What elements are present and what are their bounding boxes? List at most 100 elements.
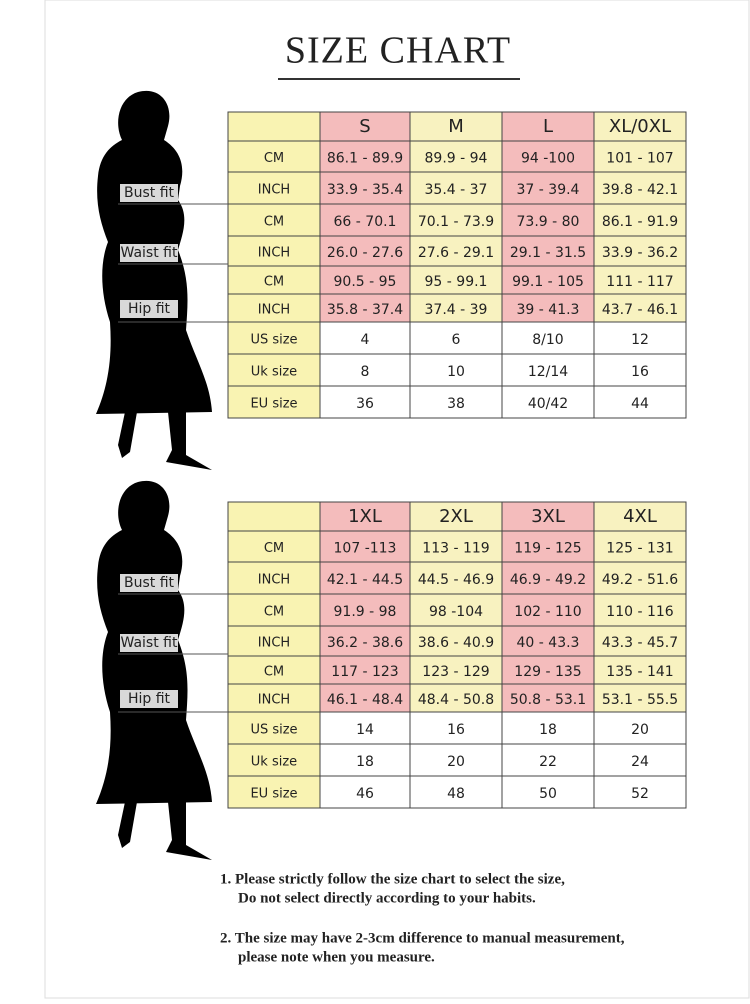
table-cell <box>501 625 595 657</box>
cell-value: 36 <box>356 396 374 412</box>
row-label: CM <box>264 665 284 680</box>
page-border <box>44 0 750 999</box>
table-cell <box>501 561 595 595</box>
cell-value: 35.4 - 37 <box>425 182 488 198</box>
cell-value: 43.7 - 46.1 <box>602 302 678 318</box>
cell-value: 70.1 - 73.9 <box>418 214 494 230</box>
table-cell <box>593 385 687 419</box>
cell-value: 12 <box>631 332 649 348</box>
table-cell <box>227 293 321 323</box>
fit-label-bg <box>120 634 178 652</box>
cell-value: 98 -104 <box>429 604 483 620</box>
table-cell <box>409 743 503 777</box>
note-line: Do not select directly according to your… <box>238 890 536 906</box>
cell-value: 49.2 - 51.6 <box>602 572 678 588</box>
row-label: CM <box>264 275 284 290</box>
table-cell <box>319 711 411 745</box>
fit-label-bg <box>120 690 178 708</box>
cell-value: 12/14 <box>528 364 568 380</box>
table-cell <box>319 265 411 295</box>
cell-value: 99.1 - 105 <box>512 274 584 290</box>
cell-value: 107 -113 <box>334 541 397 557</box>
note-line: 2. The size may have 2-3cm difference to… <box>220 930 625 946</box>
table-cell <box>593 293 687 323</box>
cell-value: 129 - 135 <box>514 664 581 680</box>
cell-value: 36.2 - 38.6 <box>327 635 403 651</box>
row-label: CM <box>264 541 284 556</box>
table-cell <box>319 293 411 323</box>
cell-value: 42.1 - 44.5 <box>327 572 403 588</box>
table-cell <box>319 140 411 173</box>
cell-value: 44.5 - 46.9 <box>418 572 494 588</box>
cell-value: 43.3 - 45.7 <box>602 635 678 651</box>
cell-value: 101 - 107 <box>606 151 673 167</box>
row-label: CM <box>264 215 284 230</box>
header-cell <box>409 501 503 532</box>
cell-value: 29.1 - 31.5 <box>510 245 586 261</box>
cell-value: 111 - 117 <box>606 274 673 290</box>
fit-label: Bust fit <box>124 575 175 591</box>
table-cell <box>227 353 321 387</box>
cell-value: 89.9 - 94 <box>425 151 488 167</box>
header-cell <box>593 111 687 142</box>
cell-value: 90.5 - 95 <box>334 274 397 290</box>
header-cell <box>501 501 595 532</box>
header-cell <box>593 501 687 532</box>
table-cell <box>501 293 595 323</box>
table-cell <box>227 235 321 267</box>
table-cell <box>319 353 411 387</box>
table-cell <box>501 321 595 355</box>
table-cell <box>319 385 411 419</box>
table-cell <box>319 171 411 205</box>
silhouette <box>96 480 212 860</box>
table-cell <box>593 625 687 657</box>
row-label: US size <box>250 723 297 738</box>
cell-value: 16 <box>631 364 649 380</box>
table-cell <box>227 203 321 237</box>
table-cell <box>501 203 595 237</box>
table-cell <box>409 203 503 237</box>
cell-value: 52 <box>631 786 649 802</box>
cell-value: 94 -100 <box>521 151 575 167</box>
table-cell <box>409 530 503 563</box>
fit-label: Bust fit <box>124 185 175 201</box>
row-label: EU size <box>250 787 297 802</box>
table-cell <box>319 321 411 355</box>
cell-value: 26.0 - 27.6 <box>327 245 403 261</box>
cell-value: 40/42 <box>528 396 568 412</box>
cell-value: 48.4 - 50.8 <box>418 692 494 708</box>
size-header: 1XL <box>348 506 382 527</box>
table-cell <box>593 353 687 387</box>
silhouette <box>96 90 212 470</box>
cell-value: 91.9 - 98 <box>334 604 397 620</box>
cell-value: 18 <box>356 754 374 770</box>
table-cell <box>319 683 411 713</box>
table-cell <box>319 593 411 627</box>
table-cell <box>593 561 687 595</box>
cell-value: 33.9 - 36.2 <box>602 245 678 261</box>
cell-value: 10 <box>447 364 465 380</box>
fit-label-bg <box>120 184 178 202</box>
cell-value: 46 <box>356 786 374 802</box>
table-cell <box>593 530 687 563</box>
row-label: US size <box>250 333 297 348</box>
table-cell <box>409 235 503 267</box>
table-cell <box>593 743 687 777</box>
cell-value: 73.9 - 80 <box>517 214 580 230</box>
size-header: 4XL <box>623 506 657 527</box>
cell-value: 95 - 99.1 <box>425 274 488 290</box>
table-cell <box>319 775 411 809</box>
cell-value: 24 <box>631 754 649 770</box>
table-cell <box>501 775 595 809</box>
size-header: L <box>543 116 553 137</box>
cell-value: 6 <box>452 332 461 348</box>
table-cell <box>227 683 321 713</box>
row-label: Uk size <box>251 755 297 770</box>
fit-label: Waist fit <box>121 635 178 651</box>
fit-label: Hip fit <box>128 691 171 707</box>
size-header: 2XL <box>439 506 473 527</box>
cell-value: 14 <box>356 722 374 738</box>
table-cell <box>501 385 595 419</box>
cell-value: 4 <box>361 332 370 348</box>
